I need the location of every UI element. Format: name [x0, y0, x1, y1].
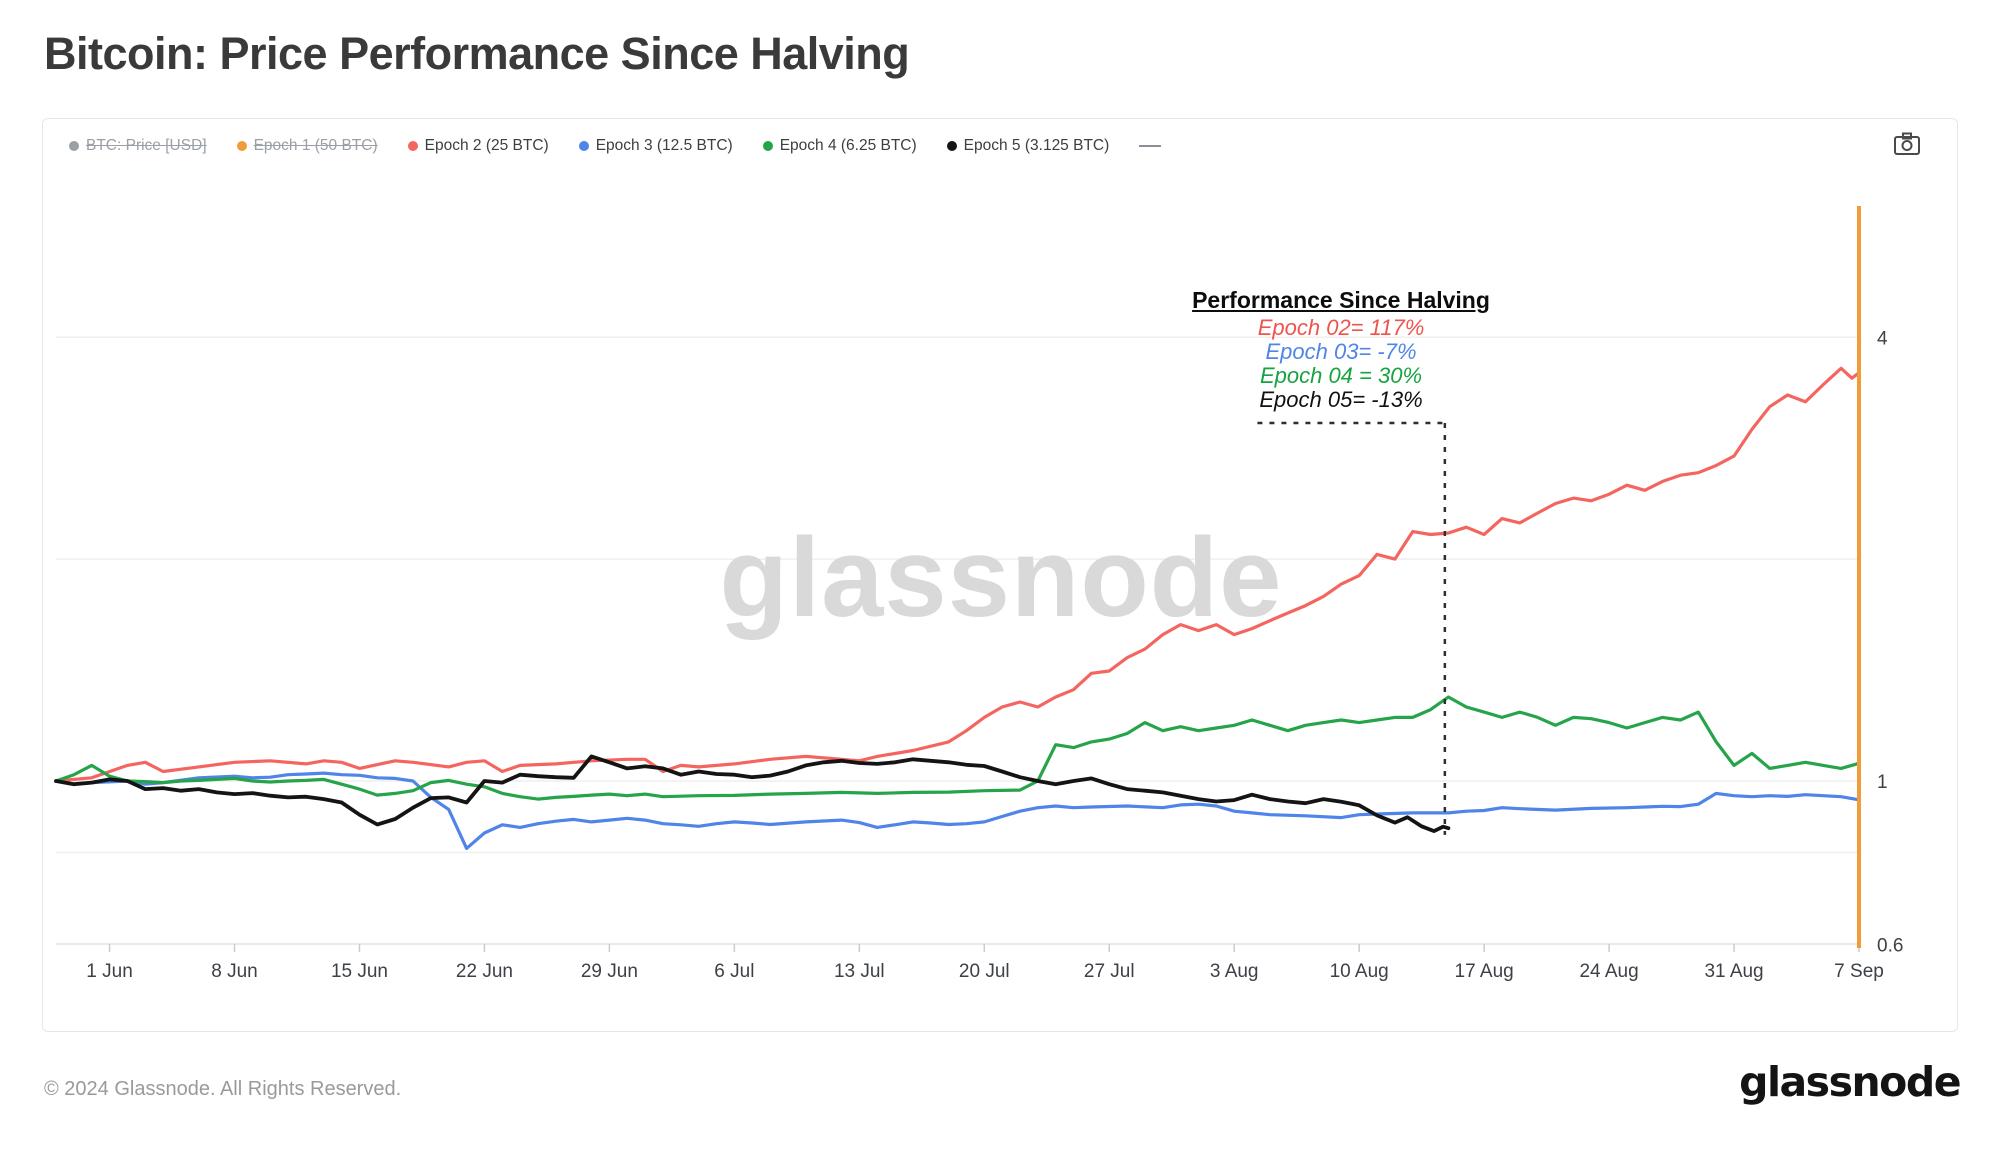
annotation-lines: Epoch 02= 117% Epoch 03= -7% Epoch 04 = 30…	[1192, 316, 1490, 412]
x-tick-label: 20 Jul	[959, 961, 1010, 982]
x-tick-label: 24 Aug	[1579, 961, 1638, 982]
annotation-line-epoch-02: Epoch 02= 117%	[1257, 315, 1425, 340]
chart-canvas[interactable]: 1 Jun 8 Jun 15 Jun 22 Jun 29 Jun 6 Jul 13 Jul 2…	[43, 119, 1959, 1033]
y-tick-label: 0.6	[1877, 936, 1903, 957]
watermark: glassnode	[720, 515, 1283, 640]
x-tick-label: 15 Jun	[331, 961, 388, 982]
y-tick-label: 1	[1877, 772, 1888, 793]
legend-dot-icon	[407, 141, 418, 151]
legend-label: Epoch 2 (25 BTC)	[424, 137, 549, 154]
legend-label: BTC: Price [USD]	[86, 137, 207, 154]
x-tick-label: 6 Jul	[714, 961, 754, 982]
annotation-line-epoch-05: Epoch 05= -13%	[1259, 387, 1423, 412]
legend-item-epoch-1-50-btc[interactable]: Epoch 1 (50 BTC)	[236, 137, 378, 155]
glassnode-wordmark: glassnode	[1739, 1058, 1961, 1106]
x-tick-label: 13 Jul	[834, 961, 885, 982]
legend-item-btc-price-usd[interactable]: BTC: Price [USD]	[69, 137, 207, 155]
legend-dot-icon	[946, 141, 957, 151]
legend-label: Epoch 3 (12.5 BTC)	[595, 137, 733, 154]
legend-label: Epoch 4 (6.25 BTC)	[779, 137, 917, 154]
legend-dot-icon	[578, 141, 589, 151]
x-tick-label: 3 Aug	[1210, 961, 1259, 982]
legend-dot-icon	[236, 141, 247, 151]
series-line-epoch-4-6-25-btc	[54, 695, 1861, 801]
x-tick-label: 27 Jul	[1084, 961, 1135, 982]
legend-item-epoch-5-3-125-btc[interactable]: Epoch 5 (3.125 BTC)	[946, 137, 1110, 155]
copyright-text: © 2024 Glassnode. All Rights Reserved.	[44, 1078, 402, 1100]
chart-legend: BTC: Price [USD] Epoch 1 (50 BTC) Epoch 2 …	[69, 125, 1162, 167]
performance-annotation: Performance Since Halving Epoch 02= 117%…	[1192, 287, 1490, 412]
x-tick-label: 31 Aug	[1704, 961, 1763, 982]
legend-item-epoch-2-25-btc[interactable]: Epoch 2 (25 BTC)	[407, 137, 549, 155]
legend-dot-icon	[69, 141, 79, 151]
legend-label: Epoch 1 (50 BTC)	[253, 137, 378, 154]
chart-card: BTC: Price [USD] Epoch 1 (50 BTC) Epoch 2 …	[42, 118, 1958, 1032]
line-marker-icon	[1139, 145, 1162, 147]
camera-button[interactable]	[1893, 131, 1923, 157]
camera-icon	[1894, 132, 1920, 155]
series-line-epoch-3-12-5-btc	[54, 771, 1861, 851]
x-tick-label: 8 Jun	[211, 961, 257, 982]
y-tick-label: 4	[1877, 328, 1888, 349]
annotation-title: Performance Since Halving	[1192, 287, 1490, 313]
x-tick-label: 1 Jun	[86, 961, 132, 982]
x-tick-label: 7 Sep	[1834, 961, 1884, 982]
x-tick-label: 22 Jun	[456, 961, 513, 982]
x-tick-label: 29 Jun	[581, 961, 638, 982]
series-line-epoch-2-25-btc	[54, 366, 1861, 783]
legend-dot-icon	[762, 141, 773, 151]
annotation-line-epoch-04: Epoch 04 = 30%	[1259, 363, 1423, 388]
legend-item-line-marker[interactable]	[1139, 145, 1162, 147]
annotation-line-epoch-03: Epoch 03= -7%	[1265, 339, 1417, 364]
page-title: Bitcoin: Price Performance Since Halving	[44, 28, 910, 79]
x-tick-label: 10 Aug	[1330, 961, 1389, 982]
legend-item-epoch-4-6-25-btc[interactable]: Epoch 4 (6.25 BTC)	[762, 137, 917, 155]
series-line-epoch-5-3-125-btc	[54, 754, 1451, 833]
legend-item-epoch-3-12-5-btc[interactable]: Epoch 3 (12.5 BTC)	[578, 137, 733, 155]
x-tick-label: 17 Aug	[1455, 961, 1514, 982]
legend-label: Epoch 5 (3.125 BTC)	[963, 137, 1110, 154]
